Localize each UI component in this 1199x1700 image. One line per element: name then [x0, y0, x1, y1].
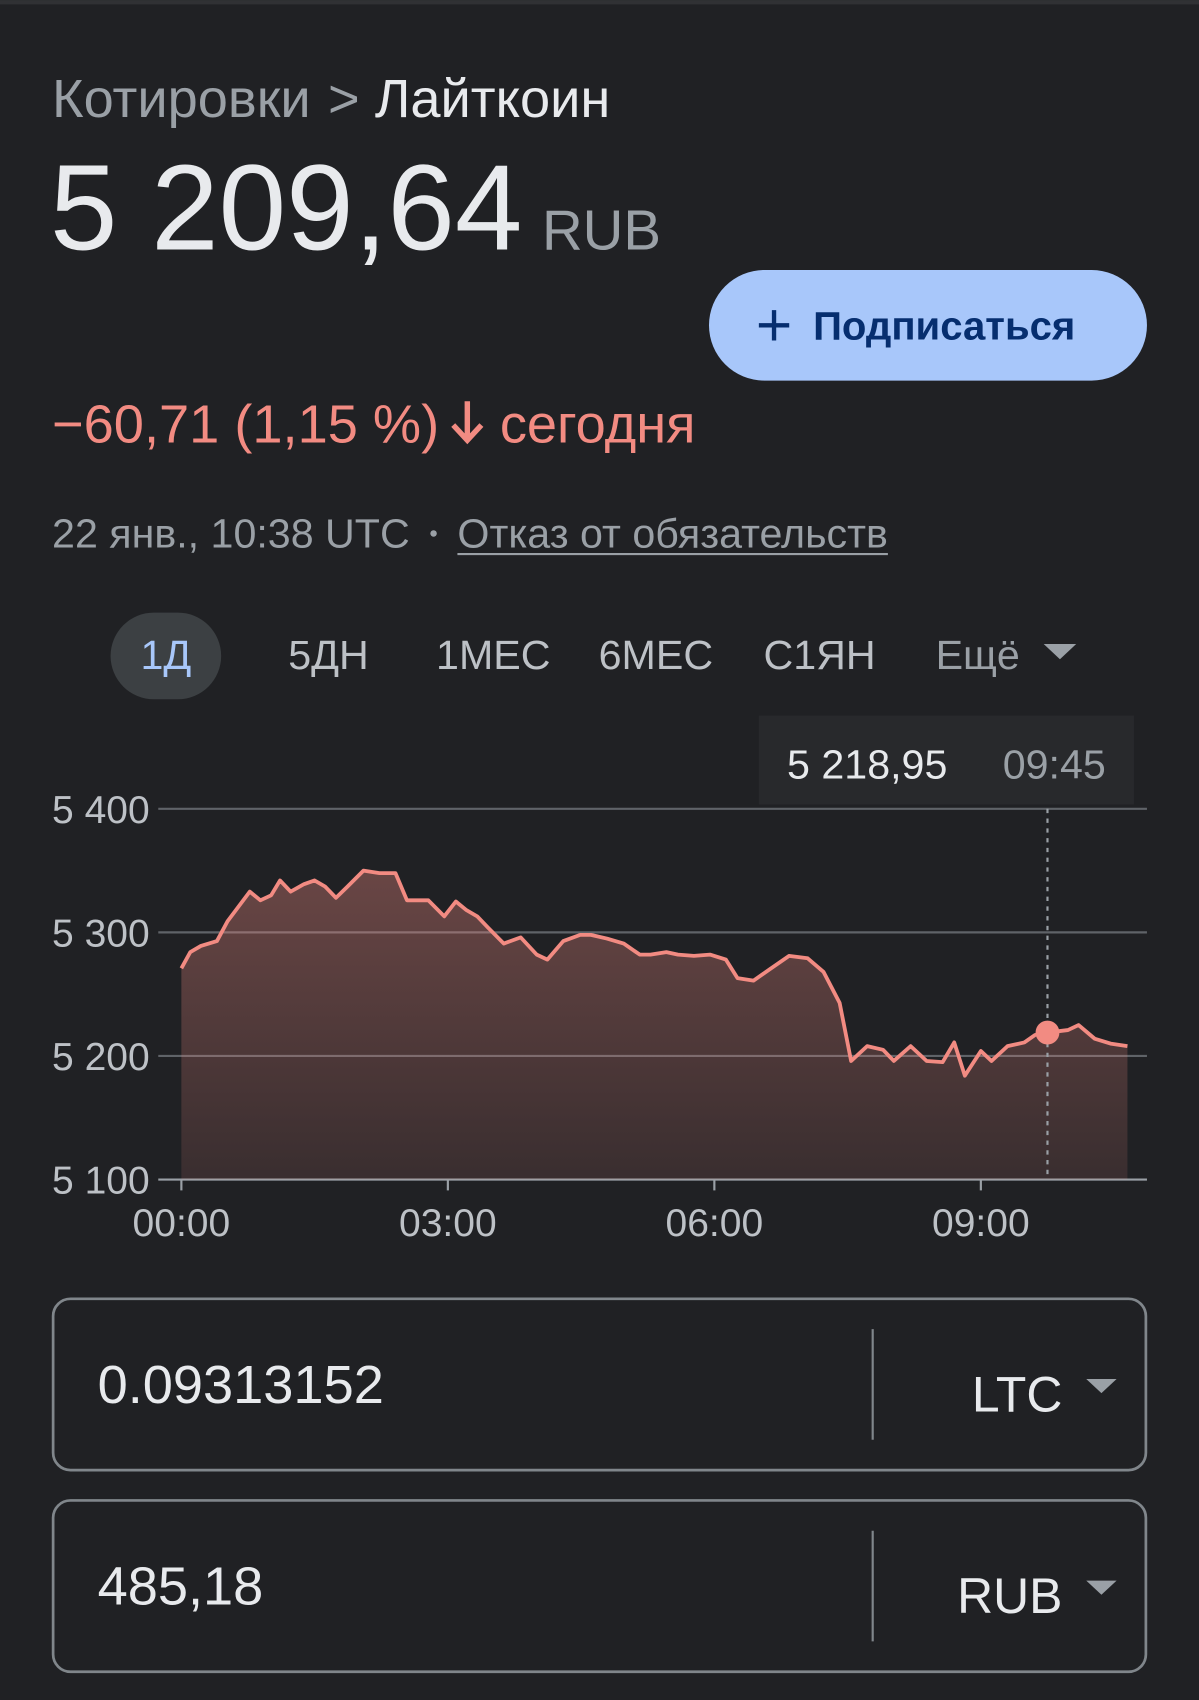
- area: [181, 870, 1128, 1180]
- y-tick-label: 5 300: [52, 912, 150, 955]
- subscribe-label[interactable]: Подписаться: [813, 304, 1075, 348]
- hover-point: [1035, 1020, 1060, 1045]
- tab-selected-bg[interactable]: [110, 612, 222, 700]
- converter: 0.09313152 LTC 485,18 RUB: [51, 1297, 1148, 1674]
- dropdown-icon: [1086, 1580, 1117, 1595]
- range-tab[interactable]: 1МЕС: [436, 632, 550, 678]
- tooltip-time: 09:45: [1003, 741, 1106, 787]
- converter-amount[interactable]: 485,18: [98, 1557, 264, 1617]
- converter-box[interactable]: [51, 1499, 1148, 1674]
- top-edge: [0, 0, 1199, 5]
- x-tick-label: 09:00: [932, 1202, 1030, 1245]
- range-tabs: 1Д 5ДН 1МЕС 6МЕС С1ЯН Ещё: [110, 612, 1077, 700]
- disclaimer-link[interactable]: Отказ от обязательств: [457, 511, 887, 557]
- range-tab[interactable]: 5ДН: [288, 632, 369, 678]
- converter-unit[interactable]: LTC: [972, 1367, 1063, 1423]
- x-tick-label: 00:00: [133, 1202, 231, 1245]
- converter-amount[interactable]: 0.09313152: [98, 1355, 384, 1415]
- x-tick-label: 06:00: [666, 1202, 764, 1245]
- more-tab[interactable]: Ещё: [936, 632, 1020, 678]
- breadcrumb-parent[interactable]: Котировки: [52, 69, 311, 129]
- change-period: сегодня: [500, 394, 696, 454]
- tooltip-value: 5 218,95: [787, 741, 947, 787]
- range-tab[interactable]: 1Д: [140, 632, 191, 678]
- price-line: [179, 868, 1128, 1078]
- breadcrumb-current: Лайткоин: [375, 69, 610, 129]
- change: −60,71 (1,15 %): [52, 394, 439, 454]
- range-tab[interactable]: С1ЯН: [763, 632, 875, 678]
- price-currency: RUB: [542, 198, 661, 261]
- breadcrumb-separator: >: [328, 69, 360, 129]
- down-arrow: [451, 401, 484, 445]
- range-tab[interactable]: 6МЕС: [599, 632, 713, 678]
- subscribe-button-bg[interactable]: [708, 270, 1147, 381]
- breadcrumb: Котировки > Лайткоин: [52, 69, 610, 129]
- price-value: 5 209,64: [50, 139, 523, 275]
- plus-icon: [758, 310, 790, 341]
- dropdown-icon: [1086, 1379, 1117, 1394]
- y-tick-label: 5 200: [52, 1036, 150, 1079]
- converter-box[interactable]: [51, 1297, 1148, 1472]
- chart: 5 100 5 200 5 300 5 400 00:00 03:00 06:00 09:00…: [52, 715, 1147, 1245]
- y-tick-label: 5 100: [52, 1160, 150, 1203]
- converter-unit[interactable]: RUB: [957, 1568, 1062, 1624]
- price: 5 209,64 RUB: [50, 139, 661, 275]
- y-tick-label: 5 400: [52, 789, 150, 832]
- tooltip-bg: [758, 715, 1134, 805]
- x-tick-label: 03:00: [399, 1202, 497, 1245]
- separator-dot: [430, 530, 437, 537]
- timestamp: 22 янв., 10:38 UTC: [52, 511, 410, 557]
- dropdown-icon: [1043, 644, 1077, 660]
- subscribe-button[interactable]: Подписаться: [708, 270, 1147, 381]
